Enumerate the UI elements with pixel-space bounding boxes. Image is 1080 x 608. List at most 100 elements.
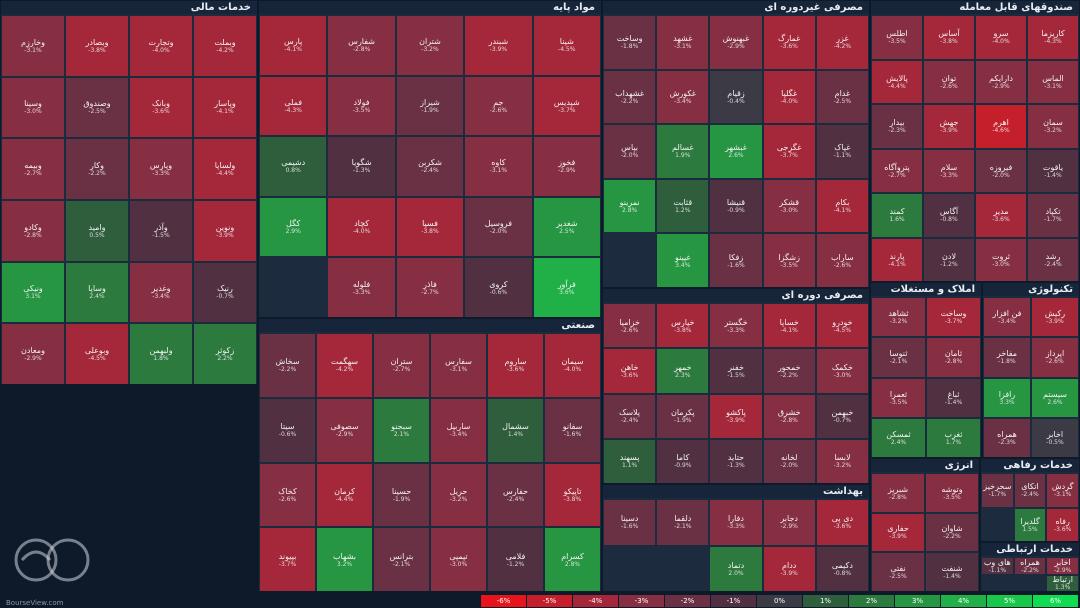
stock-tile[interactable]: ونوین -3.9%: [193, 200, 257, 262]
stock-tile[interactable]: شغدیر 2.5%: [532, 196, 601, 258]
stock-tile[interactable]: وبملت -4.2%: [193, 15, 257, 77]
stock-tile[interactable]: حسینا -1.9%: [373, 462, 430, 528]
stock-tile[interactable]: دکیمی -0.8%: [815, 545, 869, 591]
stock-tile[interactable]: شاوان -2.2%: [925, 512, 979, 553]
stock-tile[interactable]: حفارس -2.4%: [487, 462, 544, 528]
stock-tile[interactable]: گردش -3.1%: [1046, 473, 1079, 508]
stock-tile[interactable]: شگویا -1.3%: [327, 136, 396, 197]
stock-tile[interactable]: شبریز -2.8%: [871, 473, 925, 513]
stock-tile[interactable]: ولبهمن 1.8%: [129, 323, 193, 384]
stock-tile[interactable]: نمرینو 2.8%: [603, 178, 657, 234]
stock-tile[interactable]: وکادو -2.8%: [1, 200, 65, 262]
stock-tile[interactable]: وساخت -3.7%: [926, 297, 981, 338]
stock-tile[interactable]: غپاک -1.1%: [815, 124, 869, 179]
stock-tile[interactable]: وسینا -3.0%: [1, 76, 65, 139]
stock-tile[interactable]: غکورش -3.4%: [656, 69, 710, 125]
stock-tile[interactable]: وساخت -1.8%: [603, 15, 657, 70]
stock-tile[interactable]: وتوشه -3.5%: [925, 473, 979, 513]
stock-tile[interactable]: بترانس -2.1%: [373, 527, 430, 591]
stock-tile[interactable]: کروی -0.6%: [464, 257, 533, 317]
stock-tile[interactable]: خفنر -1.5%: [709, 348, 763, 394]
stock-tile[interactable]: خمحور -2.2%: [762, 348, 816, 394]
stock-tile[interactable]: رافزا 3.3%: [983, 377, 1031, 418]
stock-tile[interactable]: وپاسار -4.1%: [193, 76, 257, 139]
stock-tile[interactable]: سمان -3.2%: [1027, 104, 1079, 149]
stock-tile[interactable]: وامید 0.5%: [65, 200, 129, 262]
stock-tile[interactable]: بپاس -2.0%: [603, 124, 657, 179]
stock-tile[interactable]: بیدار -2.3%: [871, 104, 923, 149]
stock-tile[interactable]: فروسیل -2.0%: [464, 196, 533, 258]
stock-tile[interactable]: سشمال 1.4%: [487, 397, 544, 463]
stock-tile[interactable]: ثروت -3.0%: [975, 237, 1027, 281]
stock-tile[interactable]: پارند -4.1%: [871, 237, 923, 281]
stock-tile[interactable]: غشهد -3.1%: [656, 15, 710, 70]
stock-tile[interactable]: تکپاد -1.7%: [1027, 193, 1079, 238]
stock-tile[interactable]: سصوفی -2.9%: [316, 397, 373, 463]
stock-tile[interactable]: ثغرب 1.7%: [926, 417, 981, 457]
stock-tile[interactable]: نفتی -2.5%: [871, 552, 925, 591]
stock-tile[interactable]: لخانه -2.0%: [762, 438, 816, 483]
stock-tile[interactable]: دی پی -3.6%: [815, 499, 869, 546]
sector-block[interactable]: مصرفی دوره ای خودرو -4.5% خساپا -4.1% خگستر -3…: [602, 288, 870, 484]
stock-tile[interactable]: کرمان -4.4%: [316, 462, 373, 528]
stock-tile[interactable]: کخاک -2.6%: [259, 462, 316, 528]
stock-tile[interactable]: کاما -0.9%: [656, 438, 710, 483]
stock-tile[interactable]: رنیک -0.7%: [193, 261, 257, 324]
stock-tile[interactable]: سفانو -1.6%: [544, 397, 601, 463]
stock-tile[interactable]: ثنوسا -2.1%: [871, 337, 926, 378]
stock-tile[interactable]: های وب -1.1%: [981, 557, 1014, 575]
sector-block[interactable]: املاک و مستغلات وساخت -3.7% ثشاهد -3.2% ثامان…: [870, 282, 982, 458]
stock-tile[interactable]: اپرداز -2.6%: [1031, 337, 1079, 378]
stock-tile[interactable]: پارس -4.1%: [259, 15, 328, 76]
stock-tile[interactable]: تپمپی -3.0%: [430, 527, 487, 591]
sector-block[interactable]: صندوقهای قابل معامله کاریزما -4.3% سرو -4.0%…: [870, 0, 1080, 282]
stock-tile[interactable]: رکیش -3.9%: [1031, 297, 1079, 338]
stock-tile[interactable]: فملی -4.3%: [259, 75, 328, 137]
stock-tile[interactable]: ولساپا -4.4%: [193, 138, 257, 200]
stock-tile[interactable]: وکار -2.2%: [65, 138, 129, 200]
stock-tile[interactable]: زفکا -1.6%: [709, 233, 763, 287]
stock-tile[interactable]: کاریزما -4.3%: [1027, 15, 1079, 60]
stock-tile[interactable]: ثشاهد -3.2%: [871, 297, 926, 338]
stock-tile[interactable]: شیراز -1.9%: [395, 75, 465, 137]
stock-tile[interactable]: ستران -2.7%: [373, 333, 430, 398]
stock-tile[interactable]: وتجارت -4.0%: [129, 15, 193, 77]
sector-block[interactable]: خدمات مالی وبملت -4.2% وتجارت -4.0% وبصادر -3.…: [0, 0, 258, 385]
stock-tile[interactable]: جم -2.6%: [464, 75, 533, 137]
stock-tile[interactable]: غدام -2.5%: [815, 69, 869, 125]
sector-block[interactable]: صنعتی سیمان -4.0% ساروم -3.6% سفارس -3.1% ستران…: [258, 318, 602, 592]
stock-tile[interactable]: همراه -2.2%: [1013, 557, 1047, 575]
stock-tile[interactable]: خاهن -3.6%: [603, 348, 657, 394]
stock-tile[interactable]: خساپا -4.1%: [762, 303, 816, 349]
stock-tile[interactable]: جهش -3.9%: [923, 104, 975, 149]
stock-tile[interactable]: ساروم -3.6%: [487, 333, 544, 398]
stock-tile[interactable]: خودرو -4.5%: [815, 303, 869, 349]
stock-tile[interactable]: وصندوق -2.5%: [65, 76, 129, 139]
stock-tile[interactable]: ومعادن -2.9%: [1, 323, 65, 384]
stock-tile[interactable]: رفاه -3.6%: [1046, 507, 1079, 541]
stock-tile[interactable]: فاذر -2.7%: [395, 257, 465, 317]
stock-tile[interactable]: کمند 1.6%: [871, 193, 923, 238]
stock-tile[interactable]: کچاد -4.0%: [327, 196, 396, 258]
stock-tile[interactable]: سخاش -2.2%: [259, 333, 316, 398]
stock-tile[interactable]: یاقوت -1.4%: [1027, 148, 1079, 193]
stock-tile[interactable]: الماس -3.1%: [1027, 59, 1079, 104]
stock-tile[interactable]: اخابر -0.5%: [1031, 417, 1079, 457]
stock-tile[interactable]: ثمسکن 2.4%: [871, 417, 926, 457]
stock-tile[interactable]: سیتا -0.6%: [259, 397, 316, 463]
stock-tile[interactable]: بکام -4.1%: [815, 178, 869, 234]
stock-tile[interactable]: وبصادر -3.8%: [65, 15, 129, 77]
stock-tile[interactable]: فسپا -3.8%: [395, 196, 465, 258]
stock-tile[interactable]: اخابر -2.9%: [1046, 557, 1079, 575]
stock-tile[interactable]: پالایش -4.4%: [871, 59, 923, 104]
stock-tile[interactable]: غشهداب -2.2%: [603, 69, 657, 125]
stock-tile[interactable]: شبندر -3.9%: [464, 15, 533, 76]
stock-tile[interactable]: دسینا -1.6%: [603, 499, 657, 546]
stock-tile[interactable]: خمهر 2.3%: [656, 348, 710, 394]
stock-tile[interactable]: حفاری -3.9%: [871, 512, 925, 553]
stock-tile[interactable]: لابسا -3.2%: [815, 438, 869, 483]
stock-tile[interactable]: وپارس -3.3%: [129, 138, 193, 200]
stock-tile[interactable]: سرو -4.0%: [975, 15, 1027, 60]
stock-tile[interactable]: قشکر -3.0%: [762, 178, 816, 234]
stock-tile[interactable]: پلاسک -2.4%: [603, 393, 657, 439]
